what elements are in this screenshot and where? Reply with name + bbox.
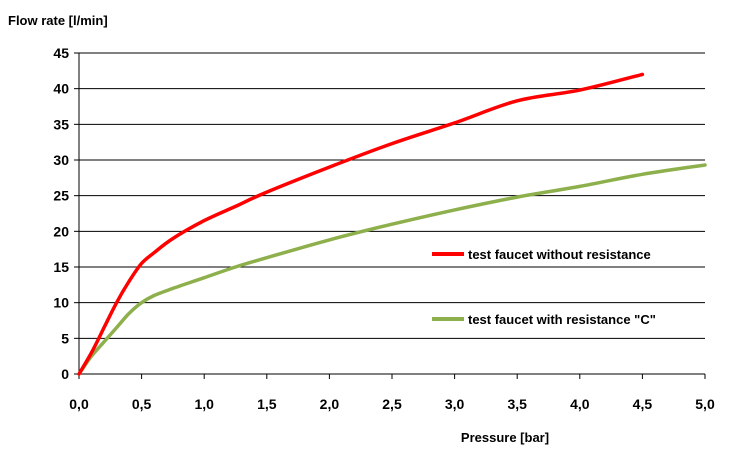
y-tick-label: 45: [53, 45, 69, 61]
x-tick-label: 4,0: [570, 396, 590, 412]
x-tick-label: 1,5: [257, 396, 277, 412]
x-tick-labels: 0,0 0,5 1,0 1,5 2,0 2,5 3,0 3,5 4,0 4,5 5,0: [69, 396, 715, 412]
x-tick-label: 5,0: [695, 396, 715, 412]
y-axis-title: Flow rate [l/min]: [8, 13, 108, 28]
x-tick-label: 3,5: [507, 396, 527, 412]
series-line-without-resistance: [77, 72, 645, 376]
series-line-with-resistance: [77, 163, 707, 376]
y-tick-label: 5: [61, 330, 69, 346]
y-tick-label: 40: [53, 81, 69, 97]
y-tick-labels: 0 5 10 15 20 25 30 35 40 45: [53, 45, 69, 382]
axes: [74, 52, 706, 379]
y-tick-label: 10: [53, 295, 69, 311]
x-tick-label: 2,5: [382, 396, 402, 412]
series-lines: [77, 72, 707, 376]
y-tick-label: 0: [61, 366, 69, 382]
y-tick-label: 15: [53, 259, 69, 275]
x-tick-label: 3,0: [445, 396, 465, 412]
x-tick-label: 4,5: [633, 396, 653, 412]
x-tick-label: 2,0: [320, 396, 340, 412]
x-axis-title: Pressure [bar]: [461, 430, 549, 445]
y-tick-label: 25: [53, 188, 69, 204]
y-tick-label: 35: [53, 116, 69, 132]
y-tick-label: 20: [53, 223, 69, 239]
x-tick-label: 0,0: [69, 396, 89, 412]
x-tick-label: 0,5: [132, 396, 152, 412]
legend-label-with-resistance: test faucet with resistance "C": [468, 312, 656, 327]
legend: test faucet without resistance test fauc…: [432, 247, 656, 327]
gridlines: [79, 52, 705, 339]
legend-label-without-resistance: test faucet without resistance: [468, 247, 651, 262]
y-tick-label: 30: [53, 152, 69, 168]
x-tick-label: 1,0: [194, 396, 214, 412]
